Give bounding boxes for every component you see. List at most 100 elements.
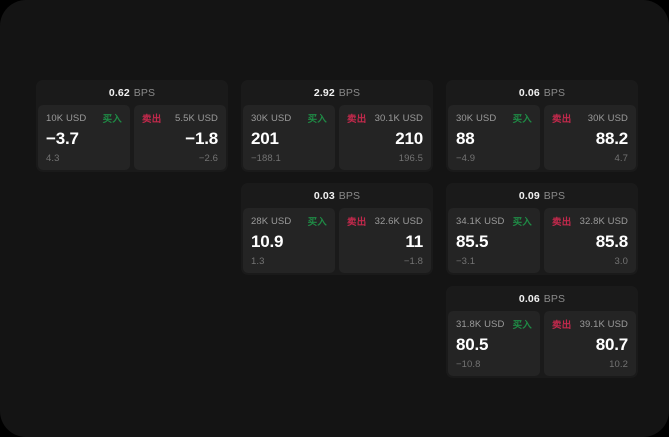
sell-delta: 196.5	[398, 153, 423, 164]
bps-unit-label: BPS	[543, 86, 566, 99]
sell-price: −1.8	[185, 129, 218, 148]
buy-action-tag[interactable]: 买入	[307, 114, 327, 125]
buy-size-label: 10K USD	[46, 112, 87, 124]
buy-price: −3.7	[46, 129, 79, 148]
buy-size-label: 31.8K USD	[456, 318, 505, 330]
buy-action-tag[interactable]: 买入	[512, 320, 532, 331]
sell-price: 11	[405, 232, 423, 251]
column-3: 0.06 BPS 30K USD 买入 88 −4.9 卖出 30K USD 88.2 4.7 0.…	[446, 80, 638, 378]
card-body: 10K USD 买入 −3.7 4.3 卖出 5.5K USD −1.8 −2.6	[36, 105, 228, 172]
buy-price: 201	[251, 129, 279, 148]
sell-panel-header: 卖出 30.1K USD	[347, 112, 423, 126]
card-header: 0.06 BPS	[446, 80, 638, 105]
buy-price: 10.9	[251, 232, 284, 251]
card-body: 34.1K USD 买入 85.5 −3.1 卖出 32.8K USD 85.8 3.0	[446, 208, 638, 275]
card-header: 0.62 BPS	[36, 80, 228, 105]
card-body: 30K USD 买入 201 −188.1 卖出 30.1K USD 210 196.5	[241, 105, 433, 172]
sell-delta: 3.0	[614, 256, 628, 267]
buy-panel[interactable]: 34.1K USD 买入 85.5 −3.1	[448, 208, 540, 273]
sell-panel[interactable]: 卖出 39.1K USD 80.7 10.2	[544, 311, 636, 376]
sell-panel-header: 卖出 32.8K USD	[552, 215, 628, 229]
buy-panel-header: 34.1K USD 买入	[456, 215, 532, 229]
spread-card[interactable]: 0.06 BPS 31.8K USD 买入 80.5 −10.8 卖出 39.1K USD 80…	[446, 286, 638, 378]
bps-unit-label: BPS	[338, 189, 361, 202]
buy-action-tag[interactable]: 买入	[512, 217, 532, 228]
bps-value: 2.92	[313, 86, 335, 99]
buy-size-label: 30K USD	[456, 112, 497, 124]
sell-delta: −2.6	[198, 153, 218, 164]
buy-size-label: 34.1K USD	[456, 215, 505, 227]
sell-action-tag[interactable]: 卖出	[347, 217, 367, 228]
sell-size-label: 39.1K USD	[579, 318, 628, 330]
sell-action-tag[interactable]: 卖出	[347, 114, 367, 125]
buy-delta: −10.8	[456, 359, 481, 370]
spread-card[interactable]: 0.06 BPS 30K USD 买入 88 −4.9 卖出 30K USD 88.2 4.7	[446, 80, 638, 172]
sell-panel-header: 卖出 39.1K USD	[552, 318, 628, 332]
bps-value: 0.09	[518, 189, 540, 202]
spread-card[interactable]: 0.03 BPS 28K USD 买入 10.9 1.3 卖出 32.6K USD 11 −1.8	[241, 183, 433, 275]
buy-size-label: 28K USD	[251, 215, 292, 227]
sell-action-tag[interactable]: 卖出	[552, 217, 572, 228]
sell-size-label: 32.8K USD	[579, 215, 628, 227]
sell-panel[interactable]: 卖出 30.1K USD 210 196.5	[339, 105, 431, 170]
sell-delta: −1.8	[403, 256, 423, 267]
buy-delta: −4.9	[456, 153, 476, 164]
sell-delta: 4.7	[614, 153, 628, 164]
buy-delta: 1.3	[251, 256, 265, 267]
sell-panel-header: 卖出 32.6K USD	[347, 215, 423, 229]
sell-panel[interactable]: 卖出 30K USD 88.2 4.7	[544, 105, 636, 170]
card-header: 0.06 BPS	[446, 286, 638, 311]
bps-unit-label: BPS	[338, 86, 361, 99]
sell-size-label: 30.1K USD	[374, 112, 423, 124]
bps-value: 0.03	[313, 189, 335, 202]
spread-card[interactable]: 2.92 BPS 30K USD 买入 201 −188.1 卖出 30.1K USD 210 1…	[241, 80, 433, 172]
buy-panel[interactable]: 28K USD 买入 10.9 1.3	[243, 208, 335, 273]
bps-value: 0.06	[518, 86, 540, 99]
spread-card[interactable]: 0.09 BPS 34.1K USD 买入 85.5 −3.1 卖出 32.8K USD 85.…	[446, 183, 638, 275]
card-body: 30K USD 买入 88 −4.9 卖出 30K USD 88.2 4.7	[446, 105, 638, 172]
sell-panel[interactable]: 卖出 32.8K USD 85.8 3.0	[544, 208, 636, 273]
card-header: 0.09 BPS	[446, 183, 638, 208]
bps-value: 0.62	[108, 86, 130, 99]
card-header: 2.92 BPS	[241, 80, 433, 105]
sell-size-label: 32.6K USD	[374, 215, 423, 227]
buy-delta: 4.3	[46, 153, 60, 164]
card-body: 31.8K USD 买入 80.5 −10.8 卖出 39.1K USD 80.7 10.2	[446, 311, 638, 378]
sell-action-tag[interactable]: 卖出	[552, 320, 572, 331]
column-2: 2.92 BPS 30K USD 买入 201 −188.1 卖出 30.1K USD 210 1…	[241, 80, 433, 275]
buy-panel-header: 30K USD 买入	[456, 112, 532, 126]
buy-panel-header: 30K USD 买入	[251, 112, 327, 126]
buy-panel[interactable]: 30K USD 买入 88 −4.9	[448, 105, 540, 170]
sell-panel-header: 卖出 5.5K USD	[142, 112, 218, 126]
sell-panel-header: 卖出 30K USD	[552, 112, 628, 126]
buy-panel[interactable]: 30K USD 买入 201 −188.1	[243, 105, 335, 170]
buy-price: 88	[456, 129, 475, 148]
bps-unit-label: BPS	[133, 86, 156, 99]
buy-price: 80.5	[456, 335, 489, 354]
buy-price: 85.5	[456, 232, 489, 251]
sell-delta: 10.2	[609, 359, 628, 370]
sell-panel[interactable]: 卖出 32.6K USD 11 −1.8	[339, 208, 431, 273]
sell-size-label: 30K USD	[587, 112, 628, 124]
sell-action-tag[interactable]: 卖出	[552, 114, 572, 125]
sell-action-tag[interactable]: 卖出	[142, 114, 162, 125]
buy-delta: −188.1	[251, 153, 281, 164]
buy-action-tag[interactable]: 买入	[512, 114, 532, 125]
sell-price: 80.7	[595, 335, 628, 354]
buy-action-tag[interactable]: 买入	[102, 114, 122, 125]
column-1: 0.62 BPS 10K USD 买入 −3.7 4.3 卖出 5.5K USD −1.8 −2.…	[36, 80, 228, 172]
bps-unit-label: BPS	[543, 292, 566, 305]
card-header: 0.03 BPS	[241, 183, 433, 208]
card-body: 28K USD 买入 10.9 1.3 卖出 32.6K USD 11 −1.8	[241, 208, 433, 275]
bps-value: 0.06	[518, 292, 540, 305]
sell-price: 85.8	[595, 232, 628, 251]
sell-panel[interactable]: 卖出 5.5K USD −1.8 −2.6	[134, 105, 226, 170]
buy-panel[interactable]: 31.8K USD 买入 80.5 −10.8	[448, 311, 540, 376]
buy-panel[interactable]: 10K USD 买入 −3.7 4.3	[38, 105, 130, 170]
buy-panel-header: 10K USD 买入	[46, 112, 122, 126]
buy-size-label: 30K USD	[251, 112, 292, 124]
buy-delta: −3.1	[456, 256, 476, 267]
buy-action-tag[interactable]: 买入	[307, 217, 327, 228]
spread-card[interactable]: 0.62 BPS 10K USD 买入 −3.7 4.3 卖出 5.5K USD −1.8 −2.…	[36, 80, 228, 172]
